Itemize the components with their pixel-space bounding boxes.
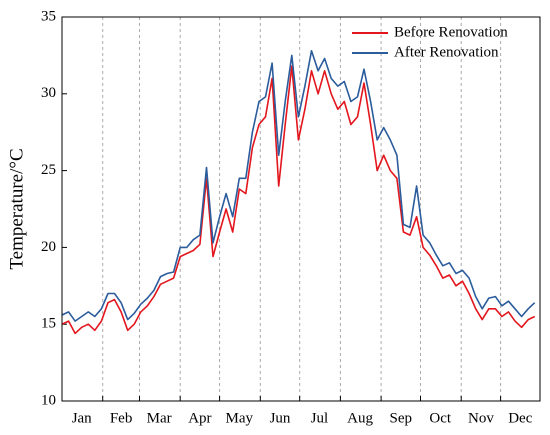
x-tick-label: Mar <box>147 410 172 426</box>
plot-frame <box>61 16 541 402</box>
y-tick-label: 15 <box>41 316 56 332</box>
x-tick-label: Aug <box>347 410 373 426</box>
y-tick-label: 20 <box>41 239 56 255</box>
line <box>61 65 536 335</box>
y-axis-label: Temperature/°C <box>6 148 27 269</box>
x-tick-label: Dec <box>508 410 532 426</box>
x-tick-label: Nov <box>468 410 494 426</box>
legend-label: Before Renovation <box>394 24 508 40</box>
x-tick-label: Jun <box>270 410 291 426</box>
legend-label: After Renovation <box>394 44 499 60</box>
x-tick-label: Jul <box>311 410 329 426</box>
x-tick-label: Sep <box>390 410 413 426</box>
x-tick-label: Jan <box>72 410 92 426</box>
x-tick-label: Oct <box>429 410 451 426</box>
y-tick-label: 10 <box>41 392 56 408</box>
y-tick-label: 30 <box>41 85 56 101</box>
x-tick-label: May <box>226 410 254 426</box>
x-tick-label: Apr <box>188 410 211 426</box>
line <box>61 50 536 322</box>
y-tick-label: 25 <box>41 162 56 178</box>
x-tick-label: Feb <box>110 410 133 426</box>
y-tick-label: 35 <box>41 8 56 24</box>
